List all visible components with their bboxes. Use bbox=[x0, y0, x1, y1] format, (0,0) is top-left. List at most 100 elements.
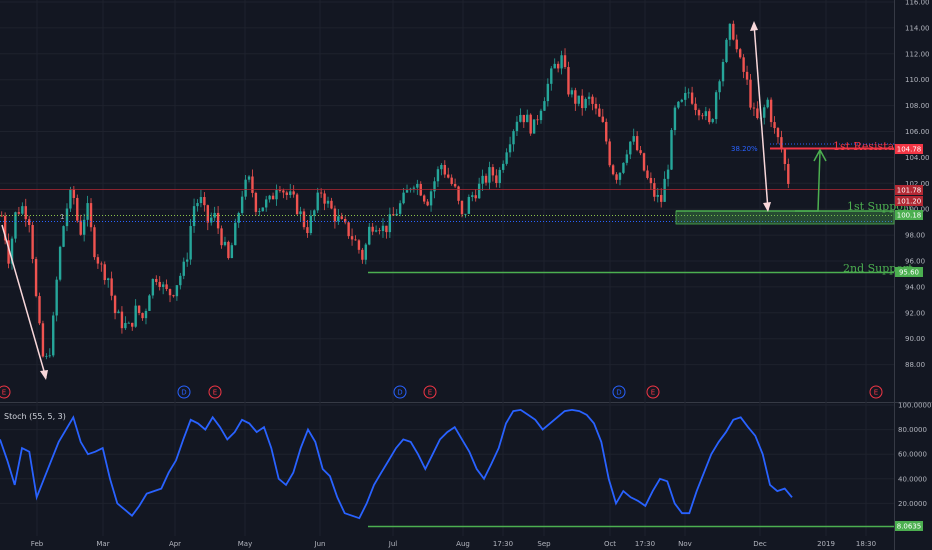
dividend-event-icon[interactable] bbox=[177, 385, 191, 399]
candle-body bbox=[714, 92, 718, 120]
candle-body bbox=[625, 154, 629, 163]
candle-body bbox=[264, 199, 268, 208]
candle-body bbox=[182, 261, 185, 276]
candle-body bbox=[704, 111, 708, 117]
earnings-event-icon[interactable] bbox=[0, 385, 11, 399]
candle-body bbox=[453, 183, 457, 187]
price-tag-support-text: 100.18 bbox=[897, 212, 922, 220]
candle-body bbox=[192, 206, 196, 227]
candle-body bbox=[326, 200, 330, 204]
drop-arrow-head bbox=[40, 370, 48, 380]
candle-body bbox=[728, 23, 732, 40]
candle-body bbox=[570, 90, 574, 95]
event-marker-label: D bbox=[181, 389, 186, 397]
candle-body bbox=[141, 313, 144, 319]
candle-body bbox=[58, 246, 62, 280]
fib-marker: 1 bbox=[60, 213, 64, 221]
candle-body bbox=[161, 284, 165, 287]
peak-arrow-line[interactable] bbox=[753, 23, 769, 211]
candle-body bbox=[350, 236, 354, 240]
candle-body bbox=[405, 190, 409, 193]
candle-body bbox=[460, 200, 464, 215]
candle-body bbox=[522, 114, 526, 123]
candle-body bbox=[659, 195, 663, 202]
time-axis[interactable]: Feb Mar Apr May Jun Jul Aug 17:30 Sep Oct 17:30 Nov… bbox=[31, 540, 876, 548]
candle-body bbox=[131, 322, 134, 327]
candle-body bbox=[574, 90, 577, 104]
candle-body bbox=[302, 211, 306, 228]
candle-body bbox=[642, 153, 646, 171]
candle-body bbox=[708, 111, 711, 123]
candle-body bbox=[653, 183, 656, 197]
event-marker-label: E bbox=[2, 389, 6, 397]
candle-body bbox=[10, 238, 14, 264]
candle-body bbox=[258, 211, 261, 213]
candle-body bbox=[694, 103, 697, 111]
candle-body bbox=[364, 244, 368, 260]
candle-body bbox=[41, 323, 45, 357]
candle-body bbox=[309, 215, 313, 234]
stoch-tag bbox=[895, 521, 923, 531]
candle-body bbox=[72, 189, 76, 198]
earnings-event-icon[interactable] bbox=[869, 385, 883, 399]
candle-body bbox=[103, 264, 106, 281]
candle-body bbox=[316, 192, 319, 211]
candle-body bbox=[752, 107, 756, 109]
price-tick-label: 92.00 bbox=[905, 309, 925, 317]
candle-body bbox=[323, 193, 326, 204]
resistance-label: 1st Resistance bbox=[833, 140, 914, 153]
candle-body bbox=[52, 315, 55, 356]
candle-body bbox=[560, 55, 563, 69]
candle-body bbox=[742, 57, 745, 72]
dividend-event-icon[interactable] bbox=[393, 385, 407, 399]
candle-body bbox=[646, 170, 649, 178]
candle-body bbox=[227, 241, 230, 259]
candle-body bbox=[553, 63, 556, 69]
candle-body bbox=[608, 141, 611, 166]
price-axis[interactable]: 88.00 90.00 92.00 94.00 96.00 98.00 100.00 102.… bbox=[905, 0, 930, 369]
candle-body bbox=[677, 101, 680, 108]
candle-body bbox=[484, 175, 488, 183]
candle-body bbox=[354, 239, 357, 241]
dividend-event-icon[interactable] bbox=[612, 385, 626, 399]
candle-body bbox=[113, 295, 117, 314]
price-tick-label: 102.00 bbox=[905, 180, 930, 188]
candle-body bbox=[618, 172, 622, 180]
candle-body bbox=[501, 163, 505, 170]
stoch-axis[interactable]: 20.0000 40.0000 60.0000 80.0000 100.0000 bbox=[898, 402, 931, 508]
candle-body bbox=[381, 225, 385, 232]
candle-body bbox=[34, 259, 38, 297]
price-tick-label: 116.00 bbox=[905, 0, 930, 7]
candle-body bbox=[261, 207, 264, 212]
bounce-arrow-line[interactable] bbox=[795, 150, 821, 212]
price-tick-label: 110.00 bbox=[905, 76, 930, 84]
earnings-event-icon[interactable] bbox=[208, 385, 222, 399]
candle-body bbox=[656, 195, 659, 197]
earnings-event-icon[interactable] bbox=[423, 385, 437, 399]
drop-arrow-line[interactable] bbox=[1, 224, 47, 379]
event-marker-label: E bbox=[428, 389, 432, 397]
candle-body bbox=[82, 219, 86, 235]
price-tag-support bbox=[895, 210, 923, 220]
candle-body bbox=[196, 203, 199, 207]
candle-body bbox=[237, 213, 240, 223]
candle-body bbox=[216, 212, 220, 229]
price-tag-2 bbox=[895, 196, 923, 206]
event-marker-label: D bbox=[397, 389, 402, 397]
candle-body bbox=[416, 183, 419, 188]
candle-body bbox=[21, 206, 24, 214]
candle-body bbox=[168, 289, 172, 296]
candle-body bbox=[769, 99, 773, 123]
candle-body bbox=[495, 175, 498, 183]
candle-body bbox=[185, 259, 189, 262]
time-tick-label: 2019 bbox=[817, 540, 835, 548]
candle-body bbox=[254, 192, 258, 212]
candle-body bbox=[591, 96, 594, 104]
stoch-tick-label: 100.0000 bbox=[898, 402, 931, 410]
stoch-title: Stoch (55, 5, 3) bbox=[4, 412, 66, 421]
candle-body bbox=[477, 183, 481, 199]
candle-body bbox=[295, 194, 299, 215]
earnings-event-icon[interactable] bbox=[646, 385, 660, 399]
